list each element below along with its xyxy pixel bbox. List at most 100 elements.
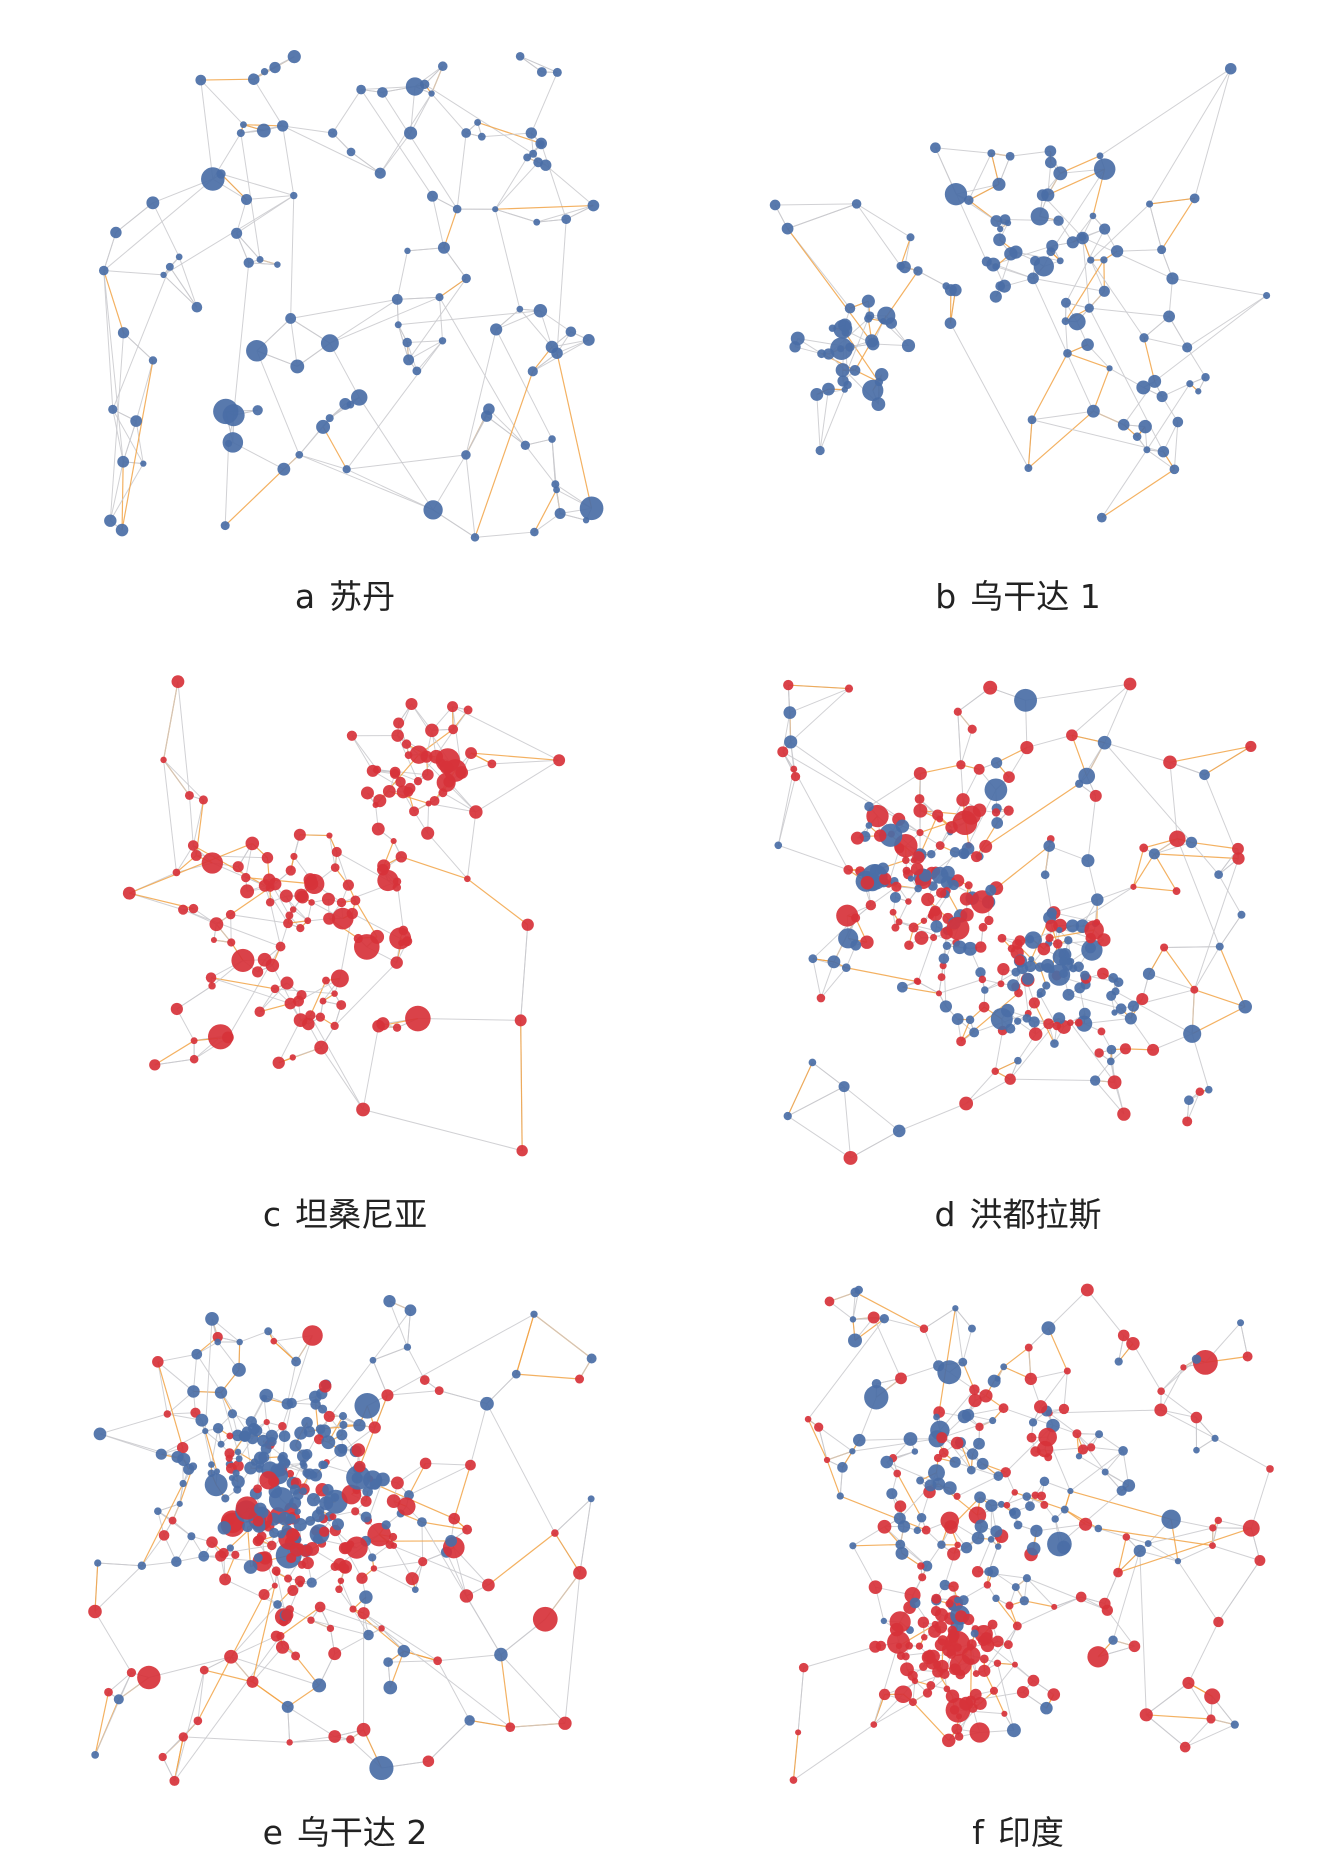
edge (556, 219, 567, 354)
node-red (920, 1633, 928, 1641)
edge (122, 420, 137, 462)
node-red (259, 1471, 278, 1490)
edge (233, 262, 250, 416)
node-blue (838, 928, 859, 949)
edge (941, 1420, 993, 1439)
node-red (920, 917, 928, 925)
edge (1050, 168, 1106, 252)
node-blue (273, 1600, 282, 1609)
edge (407, 340, 443, 344)
edge-highlighted (1003, 1347, 1030, 1368)
node-blue (586, 1353, 597, 1364)
edge-highlighted (556, 353, 593, 509)
node-blue (784, 735, 798, 749)
node-blue (198, 1550, 210, 1562)
edge (777, 769, 795, 846)
edge (309, 1015, 364, 1110)
edge (103, 270, 114, 410)
node-red (270, 984, 280, 994)
node-red (263, 1418, 270, 1426)
node-blue (906, 233, 915, 242)
edge (1194, 68, 1232, 199)
edge-highlighted (1154, 853, 1239, 860)
edge (1143, 337, 1188, 348)
node-red (321, 892, 335, 906)
node-blue (427, 190, 438, 202)
node-red (275, 1640, 290, 1654)
edge (519, 55, 558, 73)
network-panel-f (789, 1283, 1274, 1784)
edge-highlighted (474, 371, 534, 538)
node-blue (1146, 200, 1154, 208)
edge (1184, 1724, 1236, 1748)
edge (220, 173, 294, 197)
edge (1196, 1437, 1216, 1451)
edge (954, 1307, 973, 1329)
edge (177, 681, 190, 796)
edge (154, 1058, 195, 1066)
node-blue (461, 273, 471, 284)
edge (1090, 259, 1105, 292)
node-red (1024, 1343, 1033, 1352)
node-blue (515, 51, 525, 61)
node-red (330, 969, 349, 988)
node-red (419, 1375, 430, 1385)
node-blue (278, 1451, 288, 1462)
node-blue (94, 1559, 102, 1567)
node-blue (990, 1007, 1013, 1030)
edge (965, 1078, 1011, 1104)
node-blue (921, 1560, 933, 1572)
node-red (201, 852, 223, 874)
node-blue (130, 415, 142, 427)
node-red (447, 701, 459, 713)
edge (1017, 1596, 1082, 1627)
edge (340, 1580, 354, 1610)
node-red (1182, 1676, 1195, 1689)
node-red (1004, 1073, 1016, 1085)
edge-highlighted (840, 1495, 927, 1531)
node-blue (822, 382, 835, 396)
node-blue (966, 1465, 976, 1475)
node-red (1051, 1603, 1058, 1610)
node-red (331, 907, 354, 930)
node-blue (991, 817, 1004, 829)
node-blue (353, 1419, 366, 1432)
node-blue (1133, 1544, 1146, 1558)
edge (1026, 1577, 1055, 1608)
node-red (88, 1604, 102, 1619)
edge (236, 232, 261, 260)
node-blue (1199, 769, 1210, 781)
edge (1104, 683, 1131, 743)
node-red (318, 1379, 332, 1393)
node-red (956, 760, 966, 770)
edge-highlighted (252, 1681, 289, 1708)
edge (579, 1498, 592, 1573)
node-blue (1093, 158, 1116, 180)
edge (1098, 1433, 1124, 1452)
edge (787, 1115, 851, 1159)
node-red (315, 1012, 326, 1022)
node-blue (837, 345, 845, 353)
node-blue (252, 405, 263, 416)
node-blue (1163, 310, 1175, 323)
node-red (390, 769, 400, 779)
node-red (398, 925, 409, 936)
node-red (345, 1536, 368, 1559)
node-blue (256, 256, 264, 264)
edge (1130, 1018, 1154, 1051)
node-blue (233, 1485, 242, 1494)
node-red (328, 1730, 342, 1743)
edge (491, 759, 560, 765)
node-red (187, 840, 199, 851)
edge-highlighted (453, 1464, 472, 1519)
edge-highlighted (210, 977, 276, 990)
node-red (1209, 1542, 1216, 1550)
node-red (370, 929, 385, 944)
node-blue (312, 1534, 323, 1545)
node-red (866, 804, 889, 828)
edge-highlighted (1143, 337, 1156, 382)
edge (873, 1317, 902, 1379)
edge (163, 759, 177, 873)
node-red (433, 1656, 442, 1666)
edge (1091, 1446, 1124, 1452)
